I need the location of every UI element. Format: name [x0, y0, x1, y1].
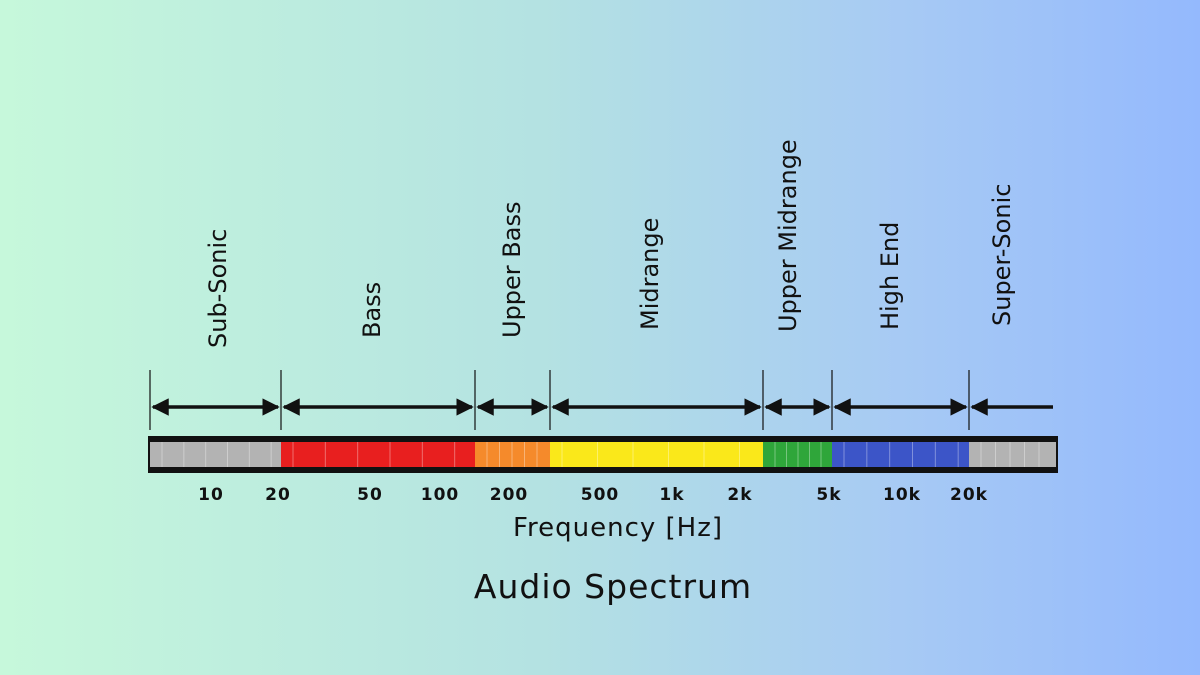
tick-label: 5k [816, 485, 841, 505]
band-labels: Sub-Sonic Bass Upper Bass Midrange Upper Mid… [204, 139, 1016, 348]
band-label: Bass [358, 282, 386, 338]
tick-label: 500 [581, 485, 620, 505]
range-arrows [149, 370, 1053, 430]
tick-label: 50 [357, 485, 383, 505]
band-label: Upper Midrange [774, 139, 802, 332]
band-segment [763, 442, 832, 467]
diagram-title: Audio Spectrum [474, 567, 752, 606]
tick-label: 2k [727, 485, 752, 505]
tick-label: 20 [265, 485, 291, 505]
tick-label: 10 [198, 485, 224, 505]
band-segment [969, 442, 1056, 467]
band-segment [550, 442, 763, 467]
band-segment [475, 442, 550, 467]
band-segment [150, 442, 281, 467]
band-segment [832, 442, 969, 467]
band-label: Midrange [636, 218, 664, 330]
band-label: High End [876, 222, 904, 330]
spectrum-bar [148, 436, 1058, 473]
band-segment [281, 442, 475, 467]
tick-label: 20k [950, 485, 988, 505]
band-label: Upper Bass [498, 202, 526, 338]
band-label: Sub-Sonic [204, 229, 232, 348]
axis-label: Frequency [Hz] [513, 513, 723, 543]
tick-label: 1k [659, 485, 684, 505]
band-label: Super-Sonic [988, 184, 1016, 326]
tick-label: 200 [490, 485, 529, 505]
tick-label: 10k [883, 485, 921, 505]
tick-labels: 10 20 50 100 200 500 1k 2k 5k 10k 20k [198, 485, 988, 505]
tick-label: 100 [421, 485, 460, 505]
